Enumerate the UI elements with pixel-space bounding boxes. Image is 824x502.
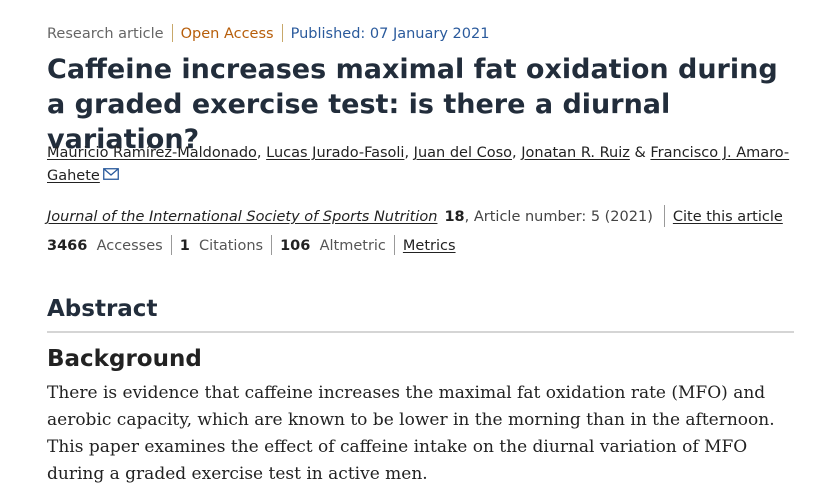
metrics-separator: [170, 235, 172, 255]
email-icon[interactable]: [102, 165, 119, 188]
altmetric-count: 106: [280, 238, 311, 254]
abstract-divider: [47, 331, 794, 333]
cite-article-link[interactable]: Cite this article: [672, 209, 783, 225]
citation-separator: [663, 205, 665, 227]
volume-number: 18: [444, 209, 465, 225]
author-list: Mauricio Ramírez-Maldonado, Lucas Jurado…: [47, 142, 795, 188]
altmetric-label: Altmetric: [319, 238, 386, 254]
article-number: , Article number: 5 (2021): [464, 209, 653, 225]
author-link[interactable]: Lucas Jurado-Fasoli: [266, 145, 405, 161]
author-link[interactable]: Jonatan R. Ruiz: [521, 145, 630, 161]
article-meta: Research article Open Access Published: 07…: [47, 24, 489, 44]
author-link[interactable]: Mauricio Ramírez-Maldonado: [47, 145, 257, 161]
open-access-badge: Open Access: [180, 26, 274, 42]
background-heading: Background: [47, 346, 202, 372]
accesses-count: 3466: [47, 238, 88, 254]
article-title: Caffeine increases maximal fat oxidation…: [47, 54, 778, 155]
abstract-heading: Abstract: [47, 296, 158, 322]
author-link[interactable]: Francisco J. Amaro-Gahete: [47, 145, 790, 184]
published-date: Published: 07 January 2021: [290, 26, 490, 42]
authors-and: &: [634, 145, 646, 161]
accesses-label: Accesses: [96, 238, 163, 254]
metrics-separator: [393, 235, 395, 255]
metrics-separator: [271, 235, 273, 255]
article-metrics: 3466 Accesses 1 Citations 106 Altmetric Met…: [47, 235, 456, 256]
citations-label: Citations: [199, 238, 264, 254]
meta-separator: [171, 24, 173, 42]
citation-line: Journal of the International Society of …: [47, 205, 783, 227]
article-type: Research article: [47, 26, 164, 42]
journal-link[interactable]: Journal of the International Society of …: [47, 209, 438, 225]
metrics-link[interactable]: Metrics: [402, 238, 456, 254]
citations-count: 1: [179, 238, 190, 254]
author-link[interactable]: Juan del Coso: [413, 145, 513, 161]
background-paragraph: There is evidence that caffeine increase…: [47, 383, 775, 484]
meta-separator: [281, 24, 283, 42]
